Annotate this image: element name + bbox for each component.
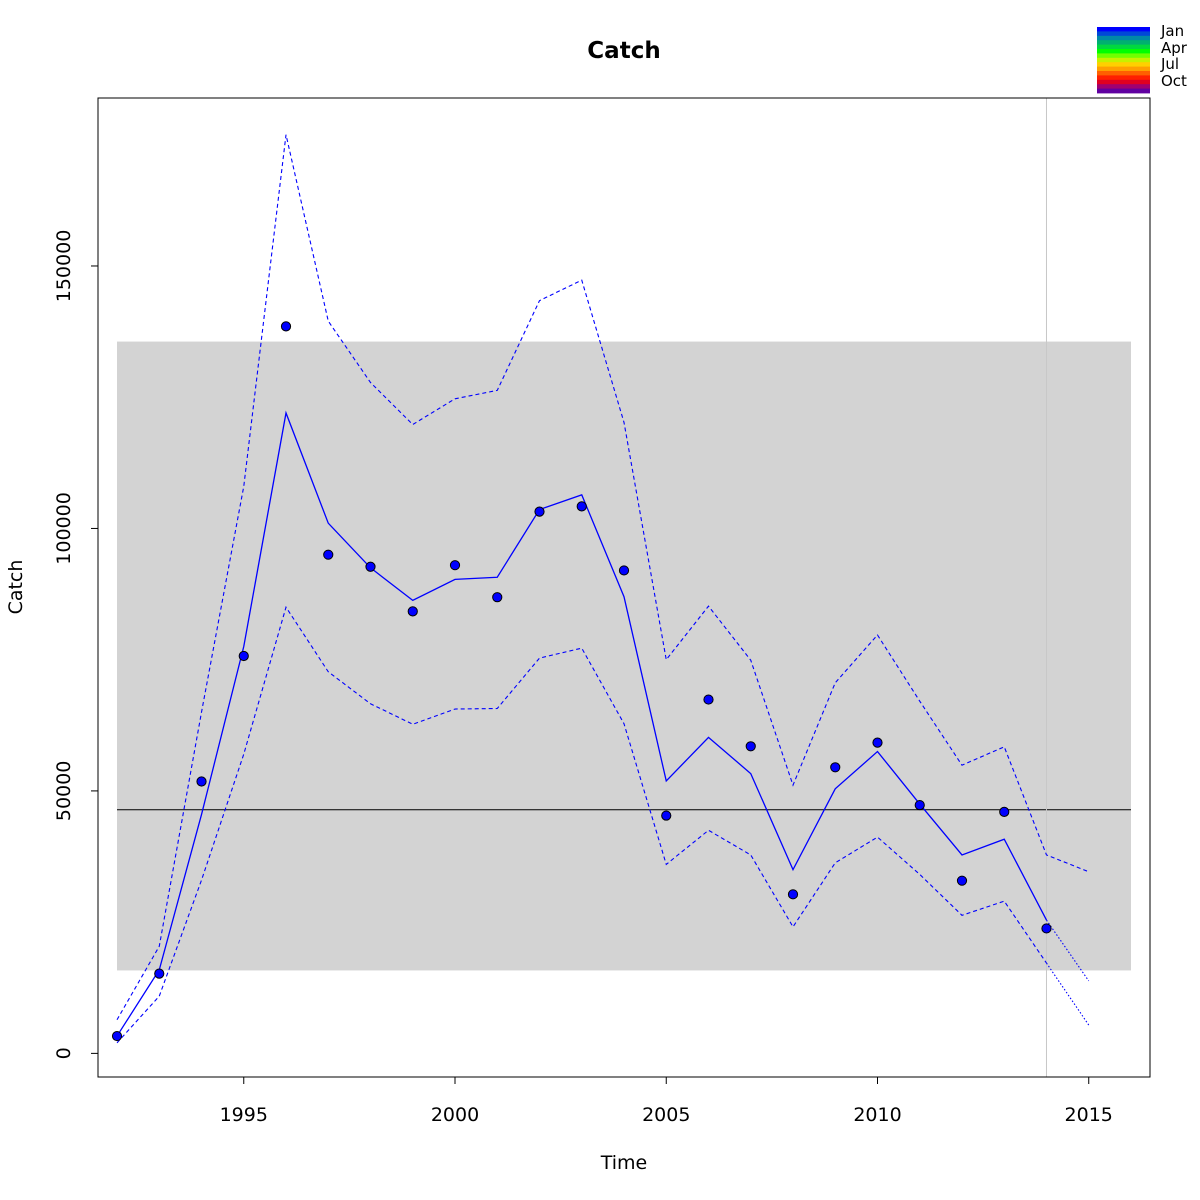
x-tick-label: 2000 <box>431 1104 479 1126</box>
data-point <box>999 806 1010 818</box>
axes: 1995 2000 2005 2010 2015 0 50000 100000 150000 <box>53 97 1151 1126</box>
x-axis-label: Time <box>600 1152 648 1174</box>
chart-title: Catch <box>587 38 660 64</box>
data-point <box>534 506 545 517</box>
legend-label-apr: Apr <box>1161 39 1188 57</box>
data-point <box>703 694 714 705</box>
x-tick-label: 2010 <box>853 1104 901 1126</box>
legend-label-jul: Jul <box>1160 55 1179 73</box>
legend-swatch <box>1097 75 1150 81</box>
data-point <box>280 321 292 332</box>
legend-swatch <box>1097 40 1150 45</box>
data-point <box>1041 923 1052 934</box>
x-tick-label: 1995 <box>220 1104 268 1126</box>
data-point <box>914 799 925 811</box>
y-tick-label: 50000 <box>53 761 75 821</box>
legend-swatch <box>1097 84 1150 89</box>
y-axis-label: Catch <box>5 560 27 615</box>
legend-swatch <box>1097 57 1150 63</box>
data-point <box>745 741 756 752</box>
data-point <box>407 606 418 617</box>
data-point <box>111 1030 123 1042</box>
legend-swatch <box>1097 31 1150 37</box>
data-point <box>323 549 334 560</box>
legend: Jan Apr Jul Oct <box>1097 22 1188 94</box>
data-point <box>449 560 461 571</box>
series-line-fit <box>116 410 1048 1037</box>
legend-label-jan: Jan <box>1160 22 1184 40</box>
data-point <box>238 650 249 662</box>
legend-swatch <box>1097 62 1150 67</box>
data-point <box>956 875 968 886</box>
legend-swatch <box>1097 27 1150 32</box>
legend-swatch <box>1097 79 1150 85</box>
legend-swatch <box>1097 53 1150 59</box>
data-point <box>661 810 672 821</box>
legend-swatch <box>1097 44 1150 50</box>
data-point <box>154 968 165 979</box>
reference-band <box>117 341 1131 971</box>
y-tick-label: 100000 <box>53 492 75 565</box>
legend-swatch <box>1097 49 1150 54</box>
x-tick-label: 2015 <box>1065 1104 1113 1126</box>
data-point <box>872 737 883 748</box>
data-point <box>196 776 207 787</box>
y-tick-label: 150000 <box>53 230 75 303</box>
data-point <box>618 565 630 576</box>
plot-area <box>111 98 1131 1077</box>
y-tick-label: 0 <box>53 1047 75 1059</box>
series-line-upper <box>116 134 1089 1021</box>
series-line-lower <box>116 605 1047 1044</box>
data-point <box>830 762 841 773</box>
x-tick-label: 2005 <box>642 1104 690 1126</box>
data-point <box>576 501 587 512</box>
legend-swatch <box>1097 71 1150 76</box>
legend-label-oct: Oct <box>1161 72 1187 90</box>
data-point <box>365 561 376 572</box>
legend-swatch <box>1097 88 1150 94</box>
data-point <box>492 592 503 603</box>
legend-swatch <box>1097 66 1150 72</box>
legend-swatch <box>1097 35 1150 41</box>
legend-color-ramp <box>1097 27 1150 94</box>
data-point <box>787 889 799 900</box>
